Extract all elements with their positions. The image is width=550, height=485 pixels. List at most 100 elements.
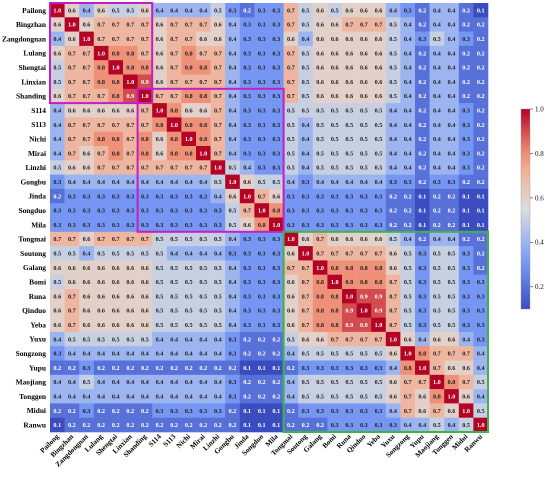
heatmap-cell — [108, 246, 124, 261]
heatmap-cell — [79, 346, 95, 361]
cell-value-label: 0.2 — [302, 422, 310, 429]
heatmap-cell — [254, 60, 270, 75]
cell-value-label: 0.5 — [360, 351, 368, 358]
cell-value-label: 0.8 — [126, 50, 134, 57]
cell-value-label: 0.6 — [448, 408, 456, 415]
heatmap-cell — [166, 417, 182, 433]
heatmap-cell — [444, 174, 460, 190]
heatmap-cell — [298, 146, 314, 161]
heatmap-cell — [283, 188, 299, 204]
heatmap-cell — [166, 274, 182, 290]
cell-value-label: 0.6 — [360, 7, 368, 14]
cell-value-label: 0.5 — [287, 107, 295, 114]
cell-value-label: 0.6 — [229, 193, 237, 200]
cell-value-label: 0.3 — [214, 222, 222, 229]
cell-value-label: 0.1 — [243, 408, 251, 415]
heatmap-cell — [342, 289, 357, 304]
heatmap-cell — [283, 174, 299, 190]
heatmap-cell — [356, 88, 372, 104]
cell-value-label: 0.3 — [229, 379, 237, 386]
cell-value-label: 0.7 — [345, 250, 353, 257]
cell-value-label: 0.5 — [185, 236, 193, 243]
heatmap-cell — [415, 374, 430, 390]
heatmap-cell — [269, 374, 284, 390]
cell-value-label: 1.0 — [126, 79, 134, 86]
cell-value-label: 0.4 — [185, 179, 193, 186]
cell-value-label: 0.5 — [448, 279, 456, 286]
cell-value-label: 0.5 — [448, 308, 456, 315]
cell-value-label: 0.8 — [141, 136, 149, 143]
heatmap-cell — [356, 274, 372, 290]
cell-value-label: 0.3 — [97, 193, 105, 200]
heatmap-cell — [254, 317, 270, 333]
heatmap-cell — [385, 45, 401, 61]
cell-value-label: 0.4 — [170, 179, 178, 186]
cell-value-label: 0.3 — [258, 165, 266, 172]
heatmap-cell — [64, 203, 80, 218]
heatmap-cell — [400, 331, 416, 347]
cell-value-label: 0.3 — [272, 293, 280, 300]
heatmap-cell — [225, 146, 241, 161]
heatmap-cell — [385, 231, 401, 247]
cell-value-label: 0.2 — [448, 193, 456, 200]
cell-value-label: 0.4 — [112, 379, 120, 386]
cell-value-label: 0.5 — [389, 236, 397, 243]
heatmap-cell — [298, 231, 314, 247]
cell-value-label: 0.5 — [404, 308, 412, 315]
cell-value-label: 0.7 — [170, 93, 178, 100]
cell-value-label: 0.2 — [477, 265, 485, 272]
cell-value-label: 0.3 — [375, 222, 383, 229]
cell-value-label: 1.0 — [243, 193, 251, 200]
heatmap-cell — [108, 289, 124, 304]
cell-value-label: 0.6 — [316, 50, 324, 57]
cell-value-label: 0.3 — [316, 365, 324, 372]
heatmap-cell — [93, 231, 109, 247]
cell-value-label: 0.3 — [418, 265, 426, 272]
heatmap-cell — [458, 303, 474, 318]
cell-value-label: 0.6 — [141, 7, 149, 14]
heatmap-cell — [123, 403, 138, 418]
heatmap-cell — [458, 88, 474, 104]
cell-value-label: 0.4 — [389, 107, 397, 114]
heatmap-cell — [458, 403, 474, 418]
cell-value-label: 0.3 — [214, 408, 222, 415]
heatmap-cell — [152, 60, 168, 75]
cell-value-label: 1.0 — [258, 208, 266, 215]
heatmap-cell — [181, 303, 197, 318]
cell-value-label: 0.8 — [331, 308, 339, 315]
heatmap-cell — [444, 117, 460, 132]
heatmap-cell — [415, 403, 430, 418]
heatmap-cell — [166, 303, 182, 318]
heatmap-cell — [327, 317, 343, 333]
cell-value-label: 0.4 — [170, 379, 178, 386]
heatmap-cell — [137, 374, 153, 390]
heatmap-cell — [50, 374, 65, 390]
cell-value-label: 0.3 — [345, 222, 353, 229]
cell-value-label: 0.4 — [448, 93, 456, 100]
heatmap-cell — [312, 88, 328, 104]
heatmap-cell — [342, 103, 357, 118]
heatmap-cell — [210, 45, 226, 61]
cell-value-label: 0.8 — [185, 150, 193, 157]
heatmap-cell — [64, 317, 80, 333]
heatmap-cell — [356, 417, 372, 433]
heatmap-cell — [283, 31, 299, 47]
cell-value-label: 0.5 — [345, 165, 353, 172]
heatmap-cell — [239, 88, 255, 104]
cell-value-label: 0.8 — [199, 122, 207, 129]
cell-value-label: 0.1 — [477, 208, 485, 215]
heatmap-cell — [356, 374, 372, 390]
cell-value-label: 0.7 — [97, 122, 105, 129]
heatmap-cell — [400, 303, 416, 318]
cell-value-label: 0.2 — [462, 79, 470, 86]
cell-value-label: 1.0 — [97, 50, 105, 57]
heatmap-cell — [356, 317, 372, 333]
heatmap-cell — [458, 203, 474, 218]
cell-value-label: 0.4 — [448, 65, 456, 72]
cell-value-label: 0.4 — [433, 79, 441, 86]
heatmap-cell — [429, 88, 445, 104]
cell-value-label: 0.7 — [112, 122, 120, 129]
heatmap-cell — [181, 31, 197, 47]
cell-value-label: 0.3 — [243, 265, 251, 272]
heatmap-cell — [123, 74, 138, 90]
